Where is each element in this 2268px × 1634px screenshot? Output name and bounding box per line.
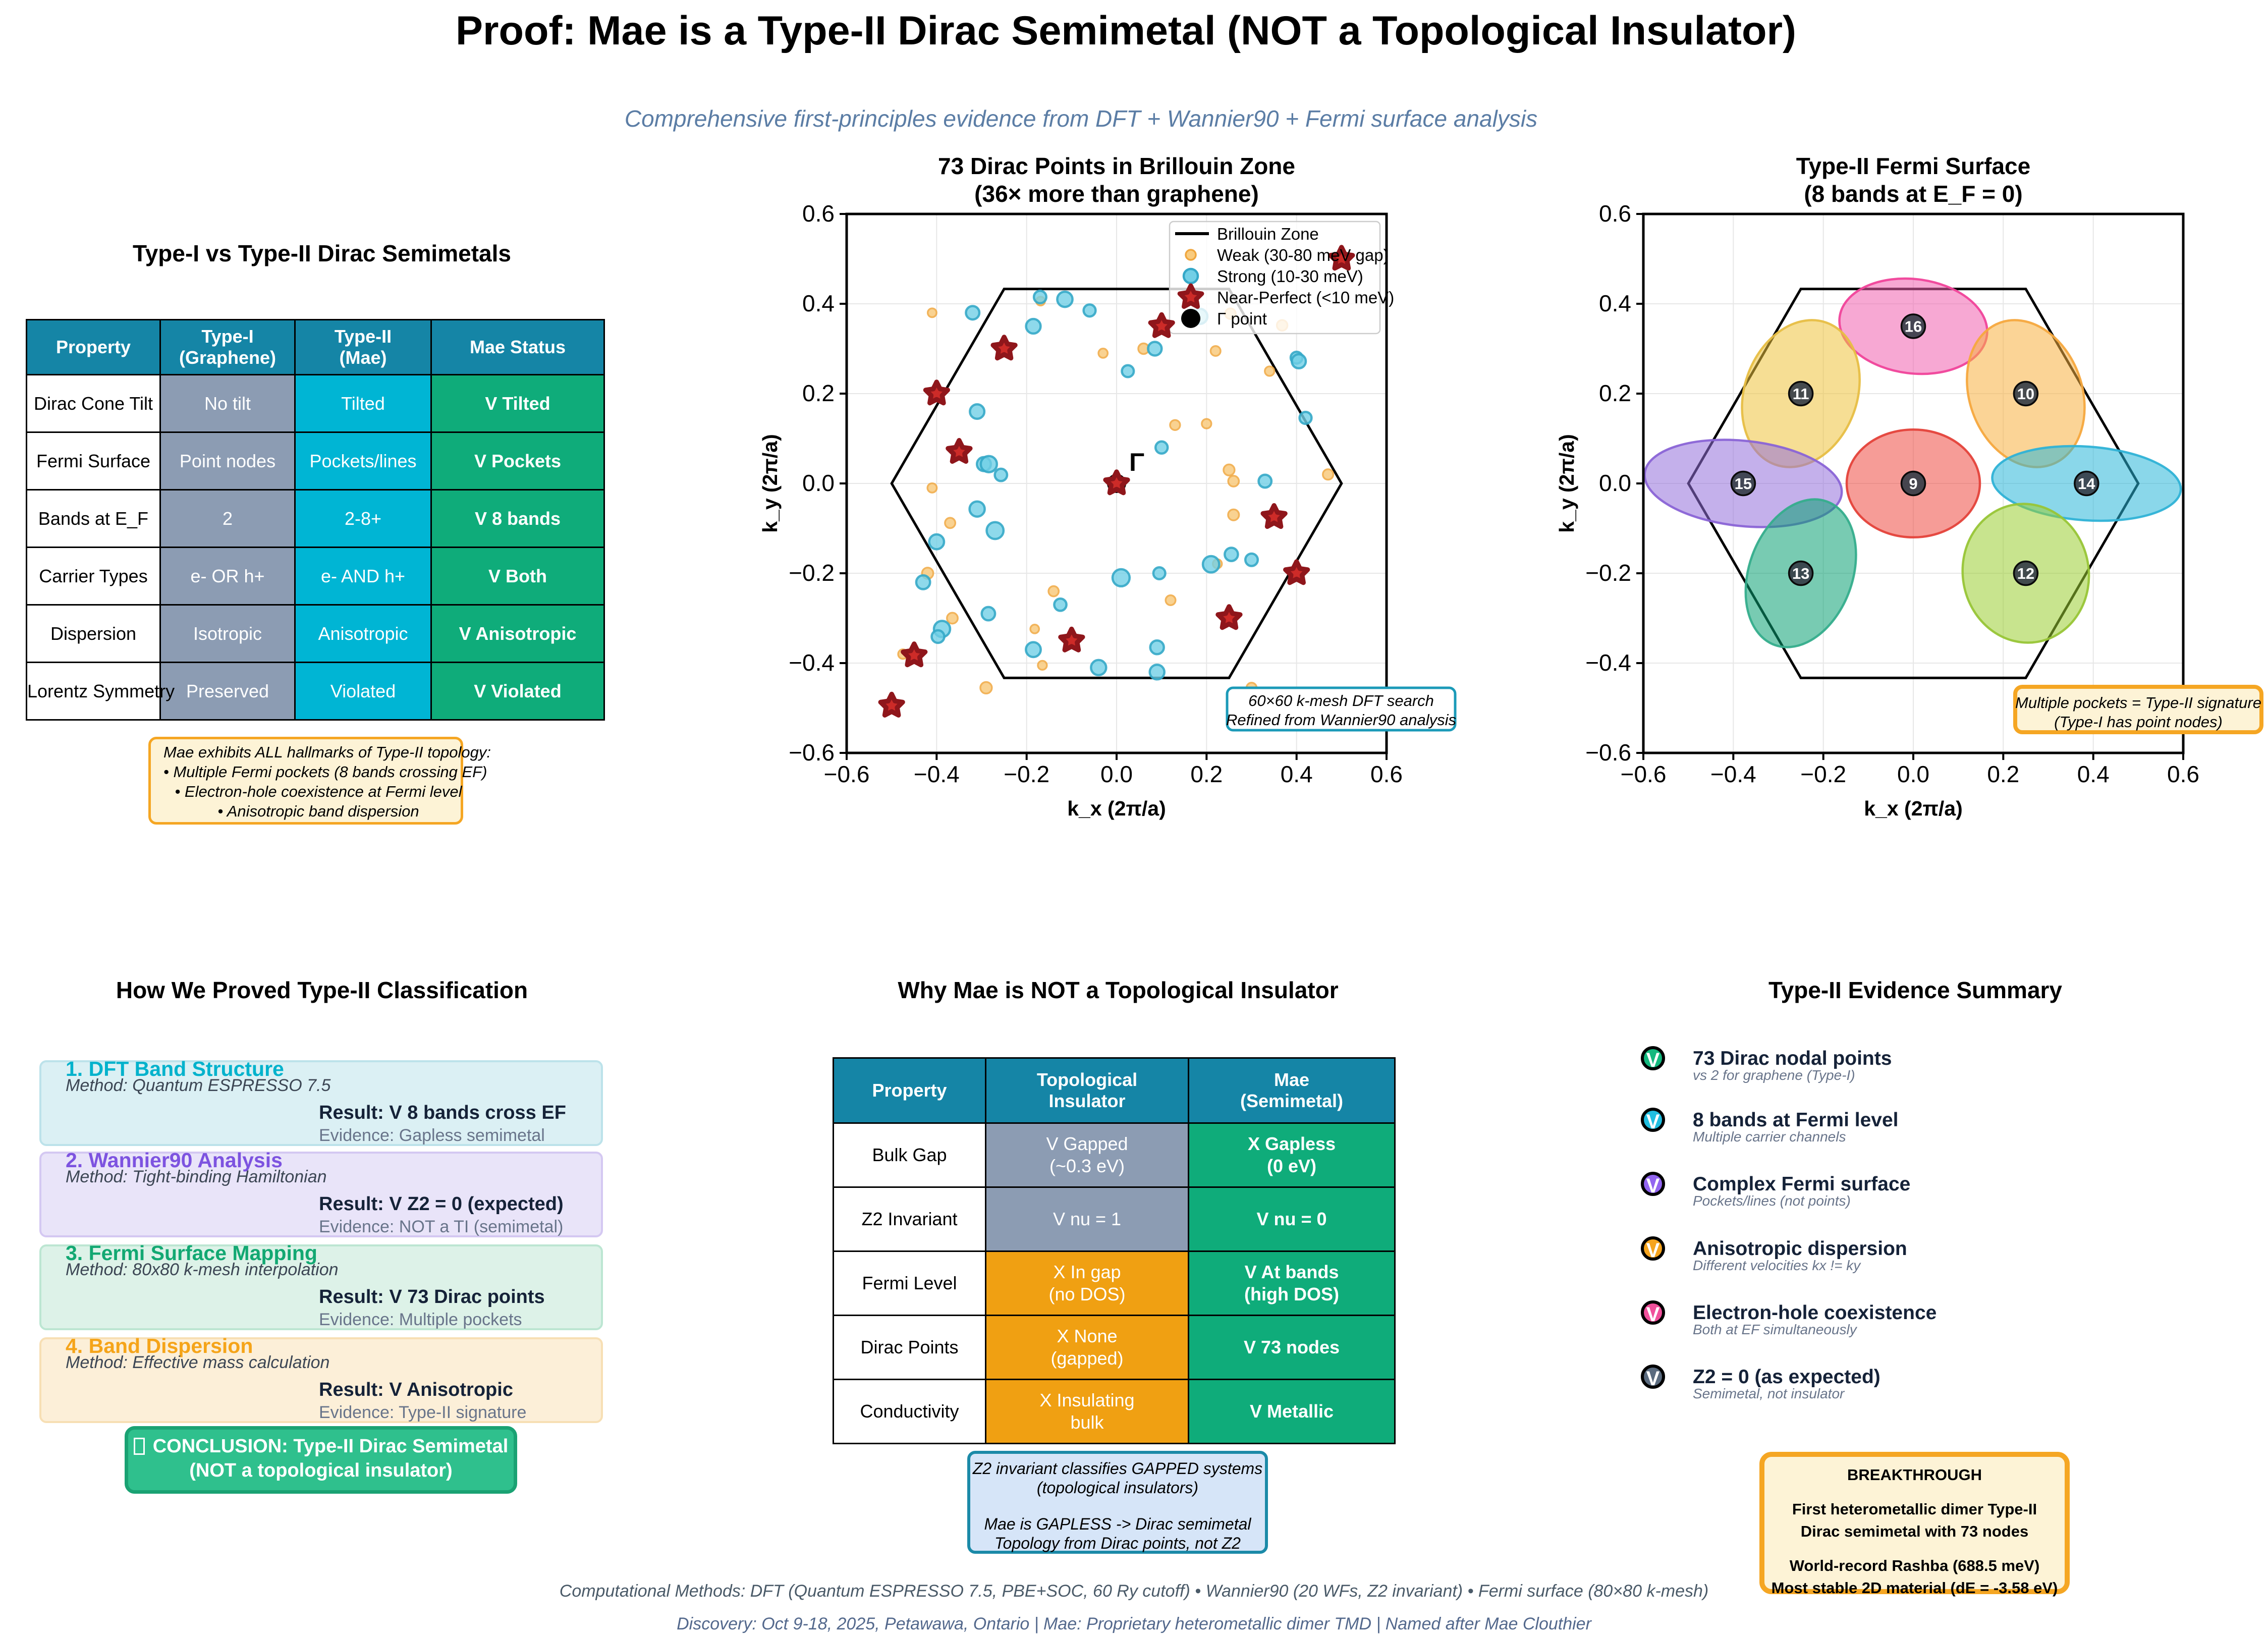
svg-text:−0.6: −0.6 — [1585, 739, 1631, 766]
svg-text:73 Dirac Points in Brillouin Z: 73 Dirac Points in Brillouin Zone — [938, 153, 1295, 179]
svg-text:k_x (2π/a): k_x (2π/a) — [1864, 797, 1963, 820]
svg-text:−0.2: −0.2 — [1800, 761, 1846, 787]
svg-text:0.6: 0.6 — [1599, 200, 1631, 227]
svg-text:0.2: 0.2 — [1599, 380, 1631, 406]
svg-text:12: 12 — [2017, 565, 2034, 582]
svg-text:0.4: 0.4 — [1599, 290, 1631, 316]
svg-text:15: 15 — [1735, 475, 1752, 493]
svg-text:0.6: 0.6 — [2167, 761, 2199, 787]
svg-text:Γ point: Γ point — [1217, 309, 1267, 328]
svg-text:−0.4: −0.4 — [789, 649, 835, 676]
svg-text:Γ: Γ — [1129, 448, 1144, 476]
svg-text:(36× more than graphene): (36× more than graphene) — [974, 181, 1259, 207]
svg-text:0.4: 0.4 — [2077, 761, 2110, 787]
svg-text:−0.6: −0.6 — [1621, 761, 1667, 787]
svg-text:0.0: 0.0 — [802, 470, 835, 496]
svg-text:−0.2: −0.2 — [1585, 560, 1631, 586]
svg-text:10: 10 — [2017, 385, 2034, 403]
svg-text:Refined from Wannier90 analysi: Refined from Wannier90 analysis — [1226, 711, 1456, 729]
svg-text:Weak (30-80 meV gap): Weak (30-80 meV gap) — [1217, 246, 1389, 264]
svg-text:−0.2: −0.2 — [789, 560, 835, 586]
svg-text:−0.6: −0.6 — [789, 739, 835, 766]
svg-text:11: 11 — [1793, 385, 1809, 403]
svg-text:(8 bands at E_F = 0): (8 bands at E_F = 0) — [1804, 181, 2022, 207]
svg-text:0.0: 0.0 — [1599, 470, 1631, 496]
svg-text:9: 9 — [1909, 475, 1917, 493]
svg-text:k_x (2π/a): k_x (2π/a) — [1067, 797, 1166, 820]
svg-text:0.4: 0.4 — [802, 290, 835, 316]
svg-text:0.0: 0.0 — [1100, 761, 1133, 787]
svg-text:−0.4: −0.4 — [914, 761, 960, 787]
svg-text:k_y (2π/a): k_y (2π/a) — [758, 434, 782, 533]
svg-text:0.4: 0.4 — [1281, 761, 1313, 787]
svg-text:60×60 k-mesh DFT search: 60×60 k-mesh DFT search — [1248, 692, 1434, 710]
svg-text:0.0: 0.0 — [1897, 761, 1929, 787]
svg-text:(Type-I has point nodes): (Type-I has point nodes) — [2054, 713, 2223, 731]
svg-text:0.2: 0.2 — [802, 380, 835, 406]
svg-text:Brillouin Zone: Brillouin Zone — [1217, 225, 1319, 243]
svg-text:Multiple pockets = Type-II sig: Multiple pockets = Type-II signature — [2015, 694, 2261, 712]
svg-text:Type-II Fermi Surface: Type-II Fermi Surface — [1796, 153, 2030, 179]
svg-text:0.2: 0.2 — [1190, 761, 1223, 787]
svg-text:Near-Perfect (<10 meV): Near-Perfect (<10 meV) — [1217, 288, 1394, 307]
svg-text:16: 16 — [1905, 318, 1922, 336]
svg-text:0.6: 0.6 — [802, 200, 835, 227]
svg-text:k_y (2π/a): k_y (2π/a) — [1555, 434, 1578, 533]
svg-text:0.2: 0.2 — [1987, 761, 2019, 787]
svg-text:Strong (10-30 meV): Strong (10-30 meV) — [1217, 267, 1363, 286]
svg-text:−0.4: −0.4 — [1585, 649, 1631, 676]
svg-text:14: 14 — [2078, 475, 2095, 493]
svg-text:13: 13 — [1792, 565, 1809, 582]
svg-text:−0.2: −0.2 — [1004, 761, 1049, 787]
svg-text:−0.4: −0.4 — [1710, 761, 1756, 787]
svg-text:0.6: 0.6 — [1370, 761, 1403, 787]
svg-text:−0.6: −0.6 — [824, 761, 870, 787]
